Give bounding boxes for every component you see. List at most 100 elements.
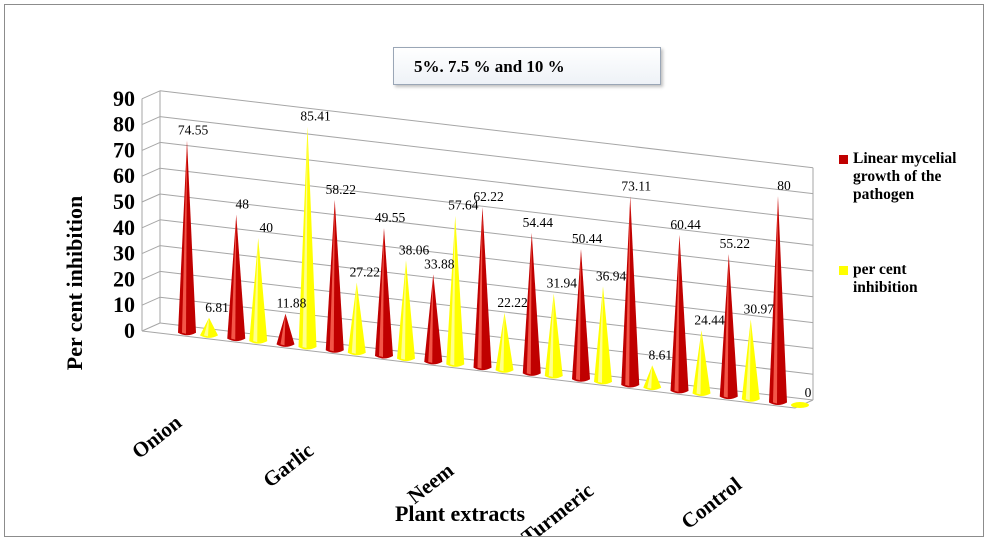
bar-yellow: [692, 330, 711, 396]
bar-yellow-highlight: [401, 260, 406, 360]
x-axis-label: Plant extracts: [394, 501, 526, 526]
bar-yellow-body: [298, 126, 317, 350]
data-label-yellow: 24.44: [694, 312, 725, 327]
chart-frame: 0 10 20 30 40 50 60 70 80 90 Onion Garlic Neem Turme…: [4, 4, 984, 537]
gridline: [159, 193, 814, 272]
bar-red: [276, 313, 295, 347]
legend-item-red: Linear mycelial growth of the pathogen: [839, 150, 973, 204]
bar-red-body: [325, 199, 344, 353]
bar-yellow: [495, 312, 514, 373]
data-label-red: 73.11: [621, 178, 651, 193]
bar-yellow-body: [741, 319, 760, 402]
data-labels: 74.55 6.81 48 40 11.88 85.41 58.22 27.22 49.55 38…: [178, 109, 812, 400]
gridline: [159, 167, 814, 246]
bar-red-highlight: [674, 234, 680, 392]
bar-yellow: [298, 126, 317, 350]
bar-yellow-highlight: [548, 293, 554, 378]
bar-yellow: [643, 365, 662, 391]
data-label-red: 55.22: [720, 236, 750, 251]
bar-yellow-highlight: [302, 126, 308, 348]
data-label-red: 54.44: [523, 215, 554, 230]
gridline-side: [141, 90, 161, 100]
bar-yellow-body: [249, 237, 268, 344]
bar-red: [670, 234, 689, 394]
data-label-yellow: 31.94: [547, 276, 578, 291]
bar-yellow: [544, 293, 563, 379]
bar-red-body: [522, 232, 541, 376]
gridline-side: [141, 219, 161, 229]
bar-yellow-body: [594, 286, 612, 385]
bar-yellow: [397, 260, 415, 362]
bar-yellow: [200, 317, 218, 338]
gridline-side: [141, 296, 161, 306]
bar-yellow-highlight: [598, 286, 603, 383]
data-label-yellow: 38.06: [399, 242, 430, 257]
bar-yellow-body: [495, 312, 514, 373]
floor-edge: [141, 330, 796, 409]
bar-red-body: [670, 234, 689, 394]
bar-red-highlight: [280, 313, 286, 346]
bar-red-highlight: [723, 254, 729, 398]
gridline: [159, 141, 814, 220]
data-label-yellow: 40: [260, 220, 274, 235]
bar-red-body: [227, 214, 246, 342]
bar-red-body: [424, 274, 443, 365]
bar-yellow-highlight: [450, 215, 456, 366]
bar-red-highlight: [625, 196, 631, 387]
bar-red: [227, 214, 246, 342]
data-label-red: 62.22: [473, 189, 503, 204]
data-label-red: 48: [236, 197, 250, 212]
bar-yellow: [594, 286, 612, 385]
bar-yellow-body: [544, 293, 563, 379]
data-label-red: 11.88: [277, 296, 307, 311]
bar-red: [473, 207, 492, 371]
gridline-side: [141, 141, 161, 151]
bar-red: [424, 274, 443, 365]
bar-yellow-body: [643, 365, 662, 391]
bar-red-body: [375, 228, 393, 359]
gridline-side: [141, 167, 161, 177]
y-tick-label: 20: [113, 266, 135, 291]
bar-yellow: [446, 215, 465, 367]
data-label-red: 49.55: [375, 210, 406, 225]
bar-red-highlight: [182, 140, 187, 334]
data-label-red: 58.22: [326, 182, 356, 197]
bar-red-body: [769, 196, 787, 405]
bar-red-body: [621, 196, 640, 388]
data-label-red: 33.88: [424, 256, 455, 271]
bar-yellow-highlight: [204, 317, 209, 337]
legend-label-yellow: per cent inhibition: [853, 261, 918, 296]
data-label-yellow: 8.61: [648, 347, 672, 362]
bar-red: [769, 196, 787, 405]
bar-red: [178, 140, 196, 336]
bar-red-body: [572, 249, 590, 382]
bar-red: [572, 249, 590, 382]
y-tick-label: 30: [113, 241, 135, 266]
bar-yellow-body: [446, 215, 465, 367]
bar-red-body: [276, 313, 295, 347]
bar-red-highlight: [329, 199, 335, 352]
gridline: [159, 219, 814, 298]
data-label-red: 74.55: [178, 122, 209, 137]
bar-yellow: [249, 237, 268, 344]
bar-yellow-body: [397, 260, 415, 362]
y-tick-label: 0: [124, 318, 135, 343]
gridline: [159, 90, 814, 169]
bar-red-body: [719, 254, 738, 400]
bar-yellow-highlight: [499, 312, 505, 372]
bar-red-highlight: [231, 214, 237, 340]
y-tick-label: 60: [113, 163, 135, 188]
bar-yellow-body: [200, 317, 218, 338]
data-label-red: 60.44: [670, 217, 701, 232]
bar-red: [375, 228, 393, 359]
bar-yellow-highlight: [253, 237, 259, 343]
gridline-side: [141, 270, 161, 280]
y-tick-label: 50: [113, 189, 135, 214]
data-label-yellow: 6.81: [205, 300, 229, 315]
y-tick-label: 80: [113, 112, 135, 137]
bar-red-body: [473, 207, 492, 371]
bar-yellow: [741, 319, 760, 402]
bar-red-body: [178, 140, 196, 336]
